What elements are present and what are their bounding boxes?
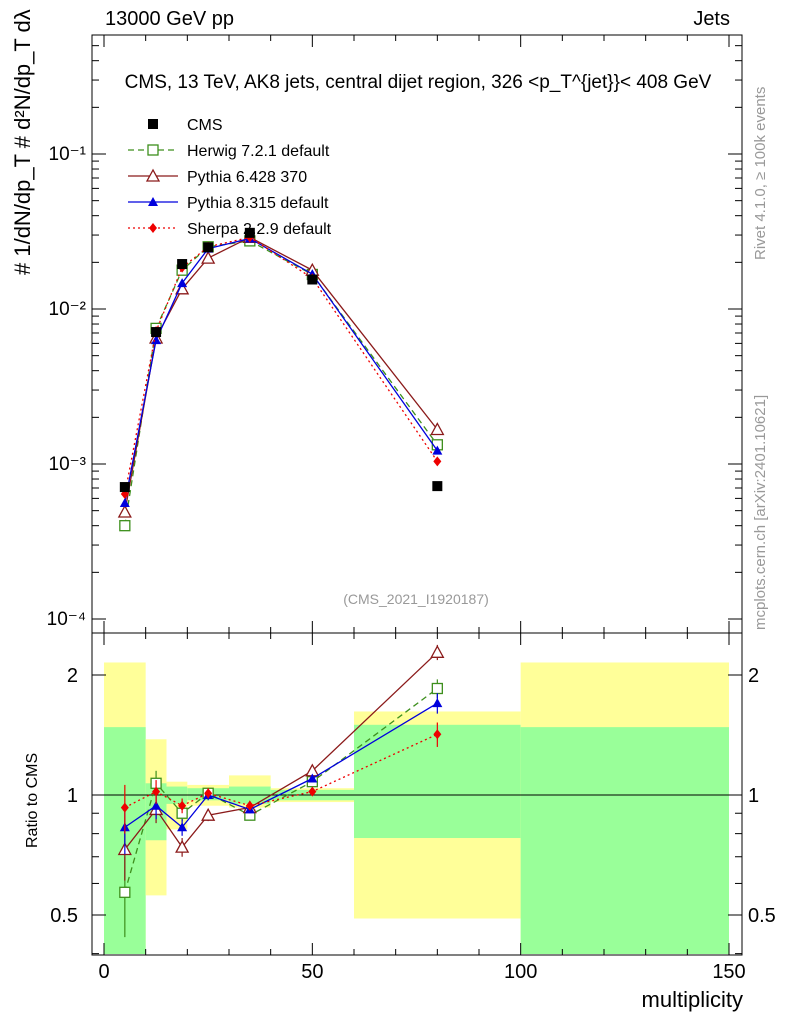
marker-open-triangle: [201, 250, 216, 264]
series-line: [124, 236, 438, 495]
legend-label: CMS: [187, 117, 223, 134]
category-label: Jets: [693, 8, 730, 30]
marker-triangle: [432, 698, 443, 708]
marker-open-triangle: [117, 504, 132, 518]
marker-diamond: [204, 788, 213, 799]
marker-square: [203, 242, 214, 253]
ratio-series-sherpa-2-2-9-default: [120, 722, 442, 834]
rivet-version-note: Rivet 4.1.0, ≥ 100k events: [752, 86, 769, 260]
x-tick-label: 0: [98, 961, 109, 983]
marker-diamond: [152, 786, 161, 797]
legend: CMS Herwig 7.2.1 default Pythia 6.428 370 P…: [128, 117, 332, 238]
marker-diamond: [149, 223, 157, 233]
mcplots-note-wrap: mcplots.cern.ch [arXiv:2401.10621]: [752, 395, 772, 650]
marker-triangle: [432, 445, 443, 455]
ratio-y-tick-label-left: 0.5: [50, 905, 78, 927]
marker-open-square: [431, 682, 443, 695]
main-series-layer: [117, 227, 445, 532]
main-series-herwig-7-2-1-default: [119, 235, 443, 532]
ratio-y-tick-label-right: 2: [748, 665, 759, 687]
legend-entry: Pythia 6.428 370: [128, 168, 307, 186]
ratio-y-tick-label-right: 1: [748, 785, 759, 807]
process-label: 13000 GeV pp: [105, 8, 234, 30]
legend-label: Pythia 6.428 370: [187, 169, 307, 186]
plot-frames: [91, 34, 743, 956]
marker-triangle: [307, 773, 318, 783]
legend-label: Pythia 8.315 default: [187, 195, 329, 212]
marker-open-triangle: [430, 422, 445, 436]
main-y-tick-label: 10⁻³: [49, 454, 87, 475]
marker-open-square: [147, 144, 159, 156]
marker-square: [244, 227, 255, 238]
main-y-tick-label: 10⁻¹: [49, 144, 87, 165]
main-series-pythia-6-428-370: [117, 229, 445, 518]
ratio-y-tick-label-right: 0.5: [748, 905, 776, 927]
marker-square: [119, 482, 130, 493]
marker-diamond: [120, 802, 129, 813]
ratio-stat-band: [520, 727, 729, 954]
marker-square: [151, 327, 162, 338]
marker-square: [307, 274, 318, 285]
x-tick-label: 50: [301, 961, 323, 983]
ratio-y-axis-label: Ratio to CMS: [24, 752, 41, 848]
marker-square: [432, 481, 443, 492]
legend-entry: Herwig 7.2.1 default: [128, 143, 330, 160]
marker-open-square: [119, 520, 131, 532]
marker-open-triangle: [145, 168, 161, 182]
marker-diamond: [433, 729, 442, 740]
marker-triangle: [177, 278, 188, 288]
main-series-sherpa-2-2-9-default: [120, 232, 442, 500]
marker-triangle: [177, 822, 188, 832]
marker-diamond: [178, 800, 187, 811]
legend-label: Sherpa 2.2.9 default: [187, 221, 332, 238]
main-y-tick-label: 10⁻²: [49, 299, 87, 320]
marker-triangle: [151, 335, 162, 345]
ratio-panel-frame: [91, 632, 743, 956]
marker-triangle: [151, 800, 162, 810]
chart-title: CMS, 13 TeV, AK8 jets, central dijet reg…: [125, 72, 712, 93]
marker-diamond: [308, 786, 317, 797]
main-y-axis-label: # 1/dN/dp_T # d²N/dp_T dλ: [10, 9, 35, 275]
main-series-cms: [119, 227, 443, 493]
marker-open-square: [119, 886, 131, 898]
marker-triangle: [148, 197, 158, 206]
marker-open-triangle: [430, 644, 445, 658]
mcplots-source-note: mcplots.cern.ch [arXiv:2401.10621]: [752, 394, 769, 630]
analysis-watermark: (CMS_2021_I1920187): [343, 591, 489, 607]
marker-square: [148, 119, 158, 129]
ratio-y-tick-label-left: 1: [67, 785, 78, 807]
chart-texts: 0 50 100 150 multiplicity 10⁻¹ 10⁻² 10⁻³ 10⁻⁴ 0.5…: [47, 72, 776, 1012]
marker-diamond: [245, 800, 254, 811]
marker-open-triangle: [175, 839, 190, 853]
x-tick-label: 100: [504, 961, 537, 983]
marker-open-triangle: [201, 807, 216, 821]
marker-diamond: [433, 456, 442, 467]
main-y-tick-label: 10⁻⁴: [47, 609, 86, 630]
x-axis-label: multiplicity: [642, 987, 743, 1012]
marker-triangle: [119, 498, 130, 508]
legend-entry: CMS: [148, 117, 223, 134]
legend-label: Herwig 7.2.1 default: [187, 143, 330, 160]
rivet-note-wrap: Rivet 4.1.0, ≥ 100k events: [752, 87, 772, 280]
series-line: [124, 236, 438, 513]
marker-square: [177, 259, 188, 270]
ratio-y-tick-label-left: 2: [67, 665, 78, 687]
legend-entry: Sherpa 2.2.9 default: [128, 221, 332, 238]
main-series-pythia-8-315-default: [119, 233, 443, 508]
ratio-series-layer: [117, 644, 445, 938]
legend-entry: Pythia 8.315 default: [128, 195, 329, 212]
x-tick-label: 150: [712, 961, 745, 983]
